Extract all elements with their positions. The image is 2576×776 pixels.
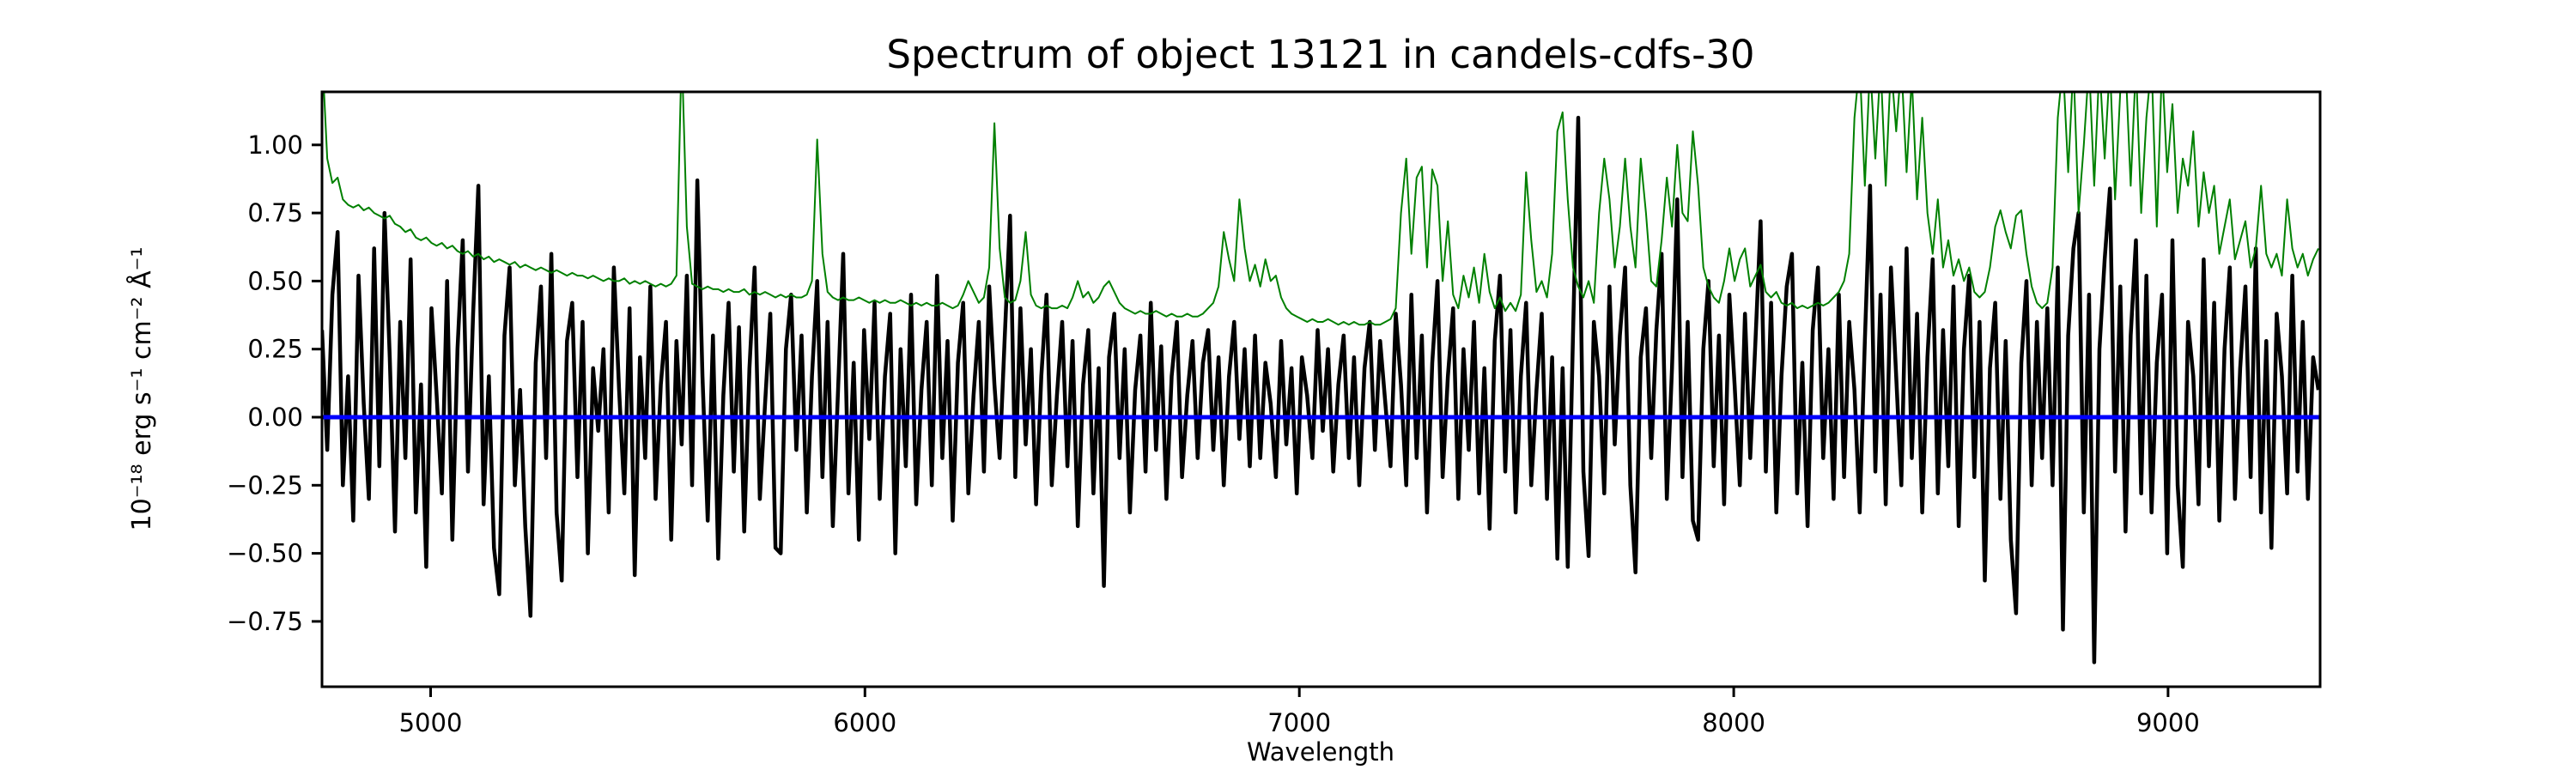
data-series-group [322, 92, 2320, 664]
y-tick-label: 1.00 [247, 130, 303, 160]
x-tick-label: 9000 [2136, 708, 2200, 737]
axis-ticks-group: 5000 6000 7000 8000 9000 1.00 0.75 0.50 0.25 0.00… [227, 130, 2200, 737]
sky-noise-line [323, 92, 2319, 326]
y-tick-label: −0.25 [227, 470, 303, 500]
y-tick-label: −0.50 [227, 539, 303, 568]
x-tick-label: 5000 [399, 708, 463, 737]
y-tick-label: 0.50 [247, 266, 303, 295]
x-tick-label: 6000 [833, 708, 896, 737]
y-tick-label: 0.75 [247, 198, 303, 227]
y-tick-label: 0.25 [247, 335, 303, 364]
y-tick-label: 0.00 [247, 403, 303, 432]
plot-title: Spectrum of object 13121 in candels-cdfs… [886, 32, 1754, 77]
object-flux-line [322, 115, 2320, 664]
x-tick-label: 8000 [1702, 708, 1765, 737]
x-tick-label: 7000 [1267, 708, 1331, 737]
y-axis-label: 10⁻¹⁸ erg s⁻¹ cm⁻² Å⁻¹ [126, 247, 157, 531]
axes-frame [320, 90, 2322, 688]
y-tick-label: −0.75 [227, 607, 303, 636]
x-axis-label: Wavelength [1247, 737, 1394, 767]
